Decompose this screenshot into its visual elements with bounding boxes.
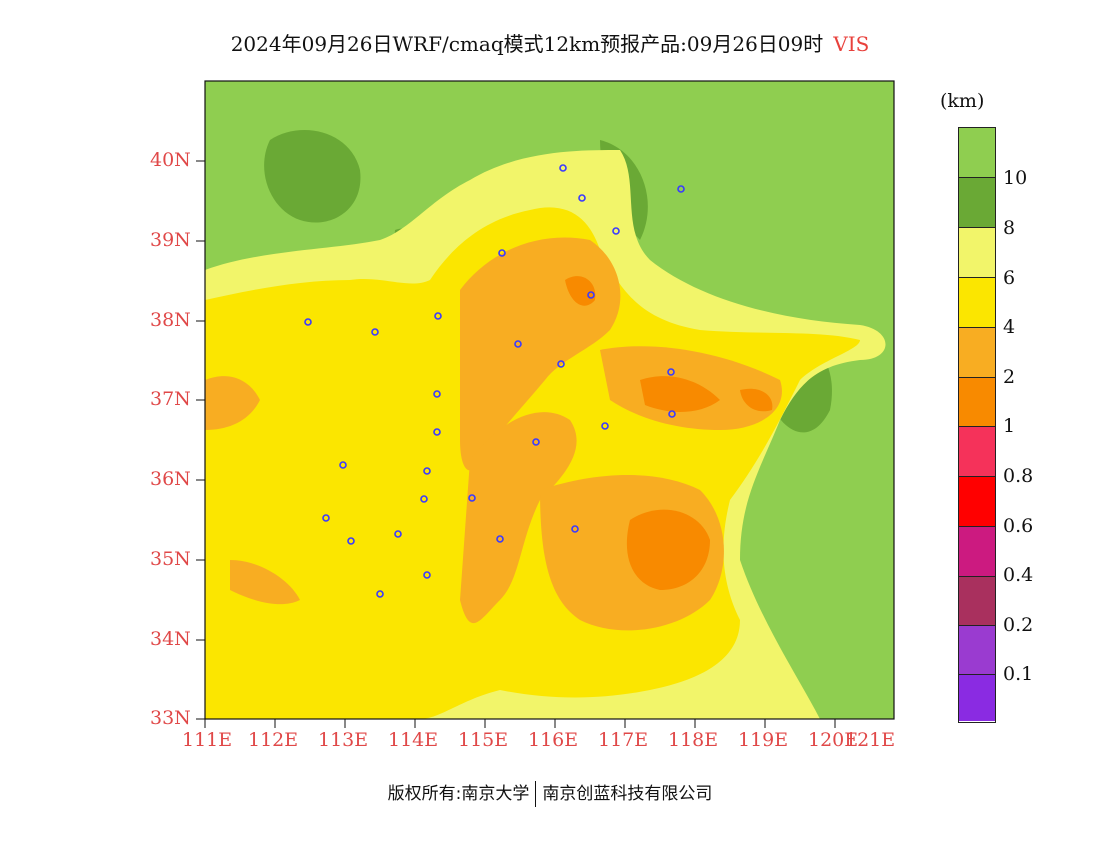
colorbar-label-0-2: 0.2	[1003, 614, 1034, 636]
colorbar-segment	[959, 228, 995, 278]
lon-label-121e: 121E	[845, 729, 896, 751]
copyright-company: 南京创蓝科技有限公司	[542, 784, 713, 804]
lon-label-120e: 120E	[808, 729, 859, 751]
colorbar-label-8: 8	[1003, 217, 1016, 239]
colorbar	[958, 127, 996, 723]
colorbar-label-2: 2	[1003, 366, 1016, 388]
colorbar-segment	[959, 278, 995, 328]
colorbar-unit: (km)	[940, 90, 985, 112]
colorbar-segment	[959, 427, 995, 477]
map-title: 2024年09月26日WRF/cmaq模式12km预报产品:09月26日09时 V…	[0, 28, 1100, 57]
lon-label-116e: 116E	[528, 729, 579, 751]
colorbar-segment	[959, 328, 995, 378]
lat-label-38n: 38N	[150, 309, 191, 331]
colorbar-label-0-4: 0.4	[1003, 564, 1034, 586]
lon-label-114e: 114E	[388, 729, 439, 751]
lon-label-117e: 117E	[598, 729, 649, 751]
colorbar-label-0-6: 0.6	[1003, 515, 1034, 537]
lat-label-36n: 36N	[150, 468, 191, 490]
colorbar-label-0-1: 0.1	[1003, 663, 1034, 685]
lat-label-33n: 33N	[150, 707, 191, 729]
lat-label-34n: 34N	[150, 628, 191, 650]
lon-label-111e: 111E	[182, 729, 233, 751]
colorbar-segment	[959, 378, 995, 427]
lat-label-35n: 35N	[150, 548, 191, 570]
lon-label-113e: 113E	[318, 729, 369, 751]
colorbar-segment	[959, 128, 995, 178]
colorbar-label-0-8: 0.8	[1003, 465, 1034, 487]
lon-label-119e: 119E	[738, 729, 789, 751]
lat-label-40n: 40N	[150, 149, 191, 171]
colorbar-label-6: 6	[1003, 267, 1016, 289]
city-markers	[304, 164, 685, 598]
lon-label-112e: 112E	[248, 729, 299, 751]
colorbar-segment	[959, 675, 995, 721]
colorbar-segment	[959, 577, 995, 626]
copyright-line: 版权所有:南京大学 南京创蓝科技有限公司	[0, 779, 1100, 807]
lon-label-118e: 118E	[668, 729, 719, 751]
lon-label-115e: 115E	[458, 729, 509, 751]
colorbar-label-10: 10	[1003, 167, 1028, 189]
copyright-owner: 版权所有:南京大学	[387, 784, 530, 804]
copyright-separator	[535, 781, 537, 807]
title-main: 2024年09月26日WRF/cmaq模式12km预报产品:09月26日09时	[230, 32, 824, 56]
visibility-field	[205, 81, 894, 719]
title-variable: VIS	[833, 32, 870, 56]
colorbar-label-1: 1	[1003, 415, 1016, 437]
colorbar-segment	[959, 527, 995, 577]
lat-label-37n: 37N	[150, 388, 191, 410]
colorbar-segment	[959, 477, 995, 527]
colorbar-label-4: 4	[1003, 316, 1016, 338]
colorbar-segment	[959, 178, 995, 228]
axis-ticks	[196, 160, 836, 728]
colorbar-segment	[959, 626, 995, 675]
lat-label-39n: 39N	[150, 229, 191, 251]
